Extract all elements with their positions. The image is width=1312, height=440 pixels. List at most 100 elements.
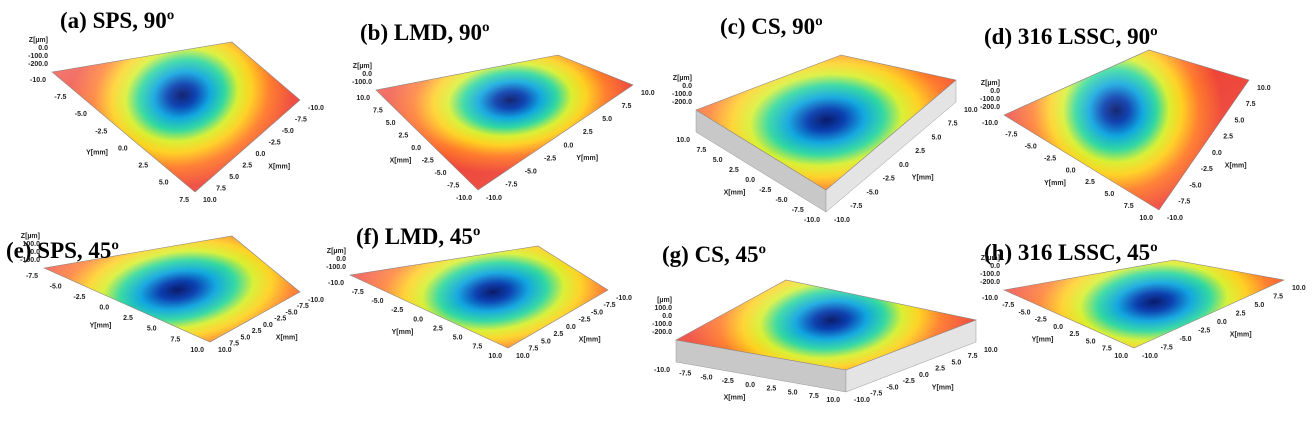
axis-tick-label: -5.0 bbox=[700, 374, 712, 381]
sheen bbox=[1004, 50, 1249, 210]
axis-tick-label: -10.0 bbox=[486, 195, 502, 202]
axis-tick-label: 7.5 bbox=[529, 346, 539, 353]
z-tick-label: 0.0 bbox=[662, 313, 672, 320]
surface-panel: (g) CS, 45º[µm]100.00.0-100.0-200.0-10.0… bbox=[652, 232, 998, 408]
z-tick-label: -100.0 bbox=[980, 271, 1000, 278]
axis-tick-label: -5.0 bbox=[286, 309, 298, 316]
axis-tick-label: 5.0 bbox=[159, 180, 169, 187]
axis-tick-label: 10.0 bbox=[218, 347, 232, 354]
axis-label: Y[mm] bbox=[1032, 337, 1054, 344]
axis-label: X[mm] bbox=[390, 158, 412, 165]
axis-tick-label: 0.0 bbox=[263, 322, 273, 329]
z-axis-label: Z[µm] bbox=[673, 75, 692, 82]
surface-panel: (b) LMD, 90ºZ[µm]0.0-100.010.07.55.02.50… bbox=[352, 17, 655, 202]
axis-tick-label: -7.5 bbox=[297, 303, 309, 310]
axis-label: Y[mm] bbox=[86, 150, 108, 157]
axis-tick-label: -2.5 bbox=[903, 378, 915, 385]
axis-tick-label: 5.0 bbox=[1235, 117, 1245, 124]
axis-tick-label: -5.0 bbox=[867, 189, 879, 196]
axis-tick-label: -10.0 bbox=[30, 77, 46, 84]
panel-title: (d) 316 LSSC, 90º bbox=[984, 24, 1158, 49]
axis-tick-label: -10.0 bbox=[982, 120, 998, 127]
z-axis-label: Z[µm] bbox=[981, 80, 1000, 87]
axis-tick-label: -10.0 bbox=[982, 295, 998, 302]
axis-tick-label: -2.5 bbox=[1201, 166, 1213, 173]
axis-tick-label: -5.0 bbox=[1180, 336, 1192, 343]
sheen bbox=[52, 42, 300, 192]
z-tick-label: 100.0 bbox=[654, 305, 672, 312]
axis-tick-label: -5.0 bbox=[591, 309, 603, 316]
panel-title: (f) LMD, 45º bbox=[356, 224, 480, 249]
axis-tick-label: -7.5 bbox=[505, 182, 517, 189]
axis-tick-label: -5.0 bbox=[1190, 182, 1202, 189]
axis-tick-label: 0.0 bbox=[411, 145, 421, 152]
axis-tick-label: 2.5 bbox=[1223, 134, 1233, 141]
axis-tick-label: 2.5 bbox=[242, 162, 252, 169]
axis-tick-label: 2.5 bbox=[123, 315, 133, 322]
axis-tick-label: -2.5 bbox=[759, 187, 771, 194]
axis-tick-label: 2.5 bbox=[252, 328, 262, 335]
z-tick-label: 100.0 bbox=[22, 241, 40, 248]
axis-tick-label: -7.5 bbox=[1002, 302, 1014, 309]
z-tick-label: 0.0 bbox=[336, 256, 346, 263]
axis-tick-label: 0.0 bbox=[256, 151, 266, 158]
axis-tick-label: -7.5 bbox=[870, 391, 882, 398]
axis-label: X[mm] bbox=[268, 164, 290, 171]
axis-tick-label: 0.0 bbox=[745, 177, 755, 184]
axis-tick-label: -2.5 bbox=[579, 317, 591, 324]
axis-tick-label: 2.5 bbox=[729, 167, 739, 174]
z-axis-label: [µm] bbox=[657, 297, 672, 304]
axis-tick-label: 2.5 bbox=[767, 386, 777, 393]
axis-tick-label: 10.0 bbox=[826, 397, 840, 404]
panel-title: (c) CS, 90º bbox=[720, 14, 823, 39]
axis-label: X[mm] bbox=[1225, 163, 1247, 170]
axis-tick-label: 10.0 bbox=[516, 353, 530, 360]
axis-tick-label: -5.0 bbox=[1018, 309, 1030, 316]
axis-label: Y[mm] bbox=[1044, 180, 1066, 187]
z-tick-label: -100.0 bbox=[352, 79, 372, 86]
axis-tick-label: -2.5 bbox=[95, 128, 107, 135]
axis-tick-label: 10.0 bbox=[356, 95, 370, 102]
axis-tick-label: 0.0 bbox=[745, 382, 755, 389]
z-tick-label: -100.0 bbox=[980, 96, 1000, 103]
z-tick-label: -100.0 bbox=[20, 257, 40, 264]
z-axis-label: Z[µm] bbox=[353, 63, 372, 70]
axis-tick-label: 7.5 bbox=[1124, 203, 1134, 210]
axis-tick-label: -10.0 bbox=[308, 297, 324, 304]
axis-tick-label: 7.5 bbox=[229, 341, 239, 348]
axis-tick-label: -2.5 bbox=[1198, 327, 1210, 334]
axis-tick-label: -5.0 bbox=[75, 111, 87, 118]
z-tick-label: 0.0 bbox=[990, 88, 1000, 95]
sheen bbox=[350, 246, 608, 348]
axis-tick-label: 7.5 bbox=[216, 185, 226, 192]
axis-tick-label: -10.0 bbox=[834, 217, 850, 224]
axis-tick-label: -5.0 bbox=[50, 283, 62, 290]
axis-tick-label: 7.5 bbox=[697, 147, 707, 154]
axis-tick-label: -10.0 bbox=[854, 397, 870, 404]
axis-tick-label: 5.0 bbox=[1086, 338, 1096, 345]
z-tick-label: -100.0 bbox=[326, 264, 346, 271]
axis-tick-label: -2.5 bbox=[422, 157, 434, 164]
z-tick-label: 0.0 bbox=[30, 249, 40, 256]
axis-tick-label: -10.0 bbox=[328, 280, 344, 287]
axis-tick-label: 5.0 bbox=[541, 338, 551, 345]
axis-tick-label: -7.5 bbox=[1178, 199, 1190, 206]
axis-tick-label: -2.5 bbox=[391, 307, 403, 314]
pit-group bbox=[17, 194, 339, 387]
axis-tick-label: 5.0 bbox=[602, 116, 612, 123]
axis-tick-label: -10.0 bbox=[654, 367, 670, 374]
axis-label: Y[mm] bbox=[932, 385, 954, 392]
axis-tick-label: -7.5 bbox=[352, 289, 364, 296]
axis-tick-label: 2.5 bbox=[915, 148, 925, 155]
axis-tick-label: -7.5 bbox=[26, 273, 38, 280]
axis-tick-label: 10.0 bbox=[488, 353, 502, 360]
panel-title: (a) SPS, 90º bbox=[60, 8, 174, 33]
axis-tick-label: 2.5 bbox=[583, 129, 593, 136]
axis-tick-label: -2.5 bbox=[1044, 155, 1056, 162]
axis-label: X[mm] bbox=[724, 395, 746, 402]
axis-label: Y[mm] bbox=[576, 155, 598, 162]
surface-panel: (a) SPS, 90ºZ[µm]0.0-100.0-200.0-10.0-7.… bbox=[28, 0, 324, 213]
axis-tick-label: 5.0 bbox=[1255, 302, 1265, 309]
axis-tick-label: -7.5 bbox=[604, 302, 616, 309]
axis-tick-label: 10.0 bbox=[1257, 85, 1271, 92]
